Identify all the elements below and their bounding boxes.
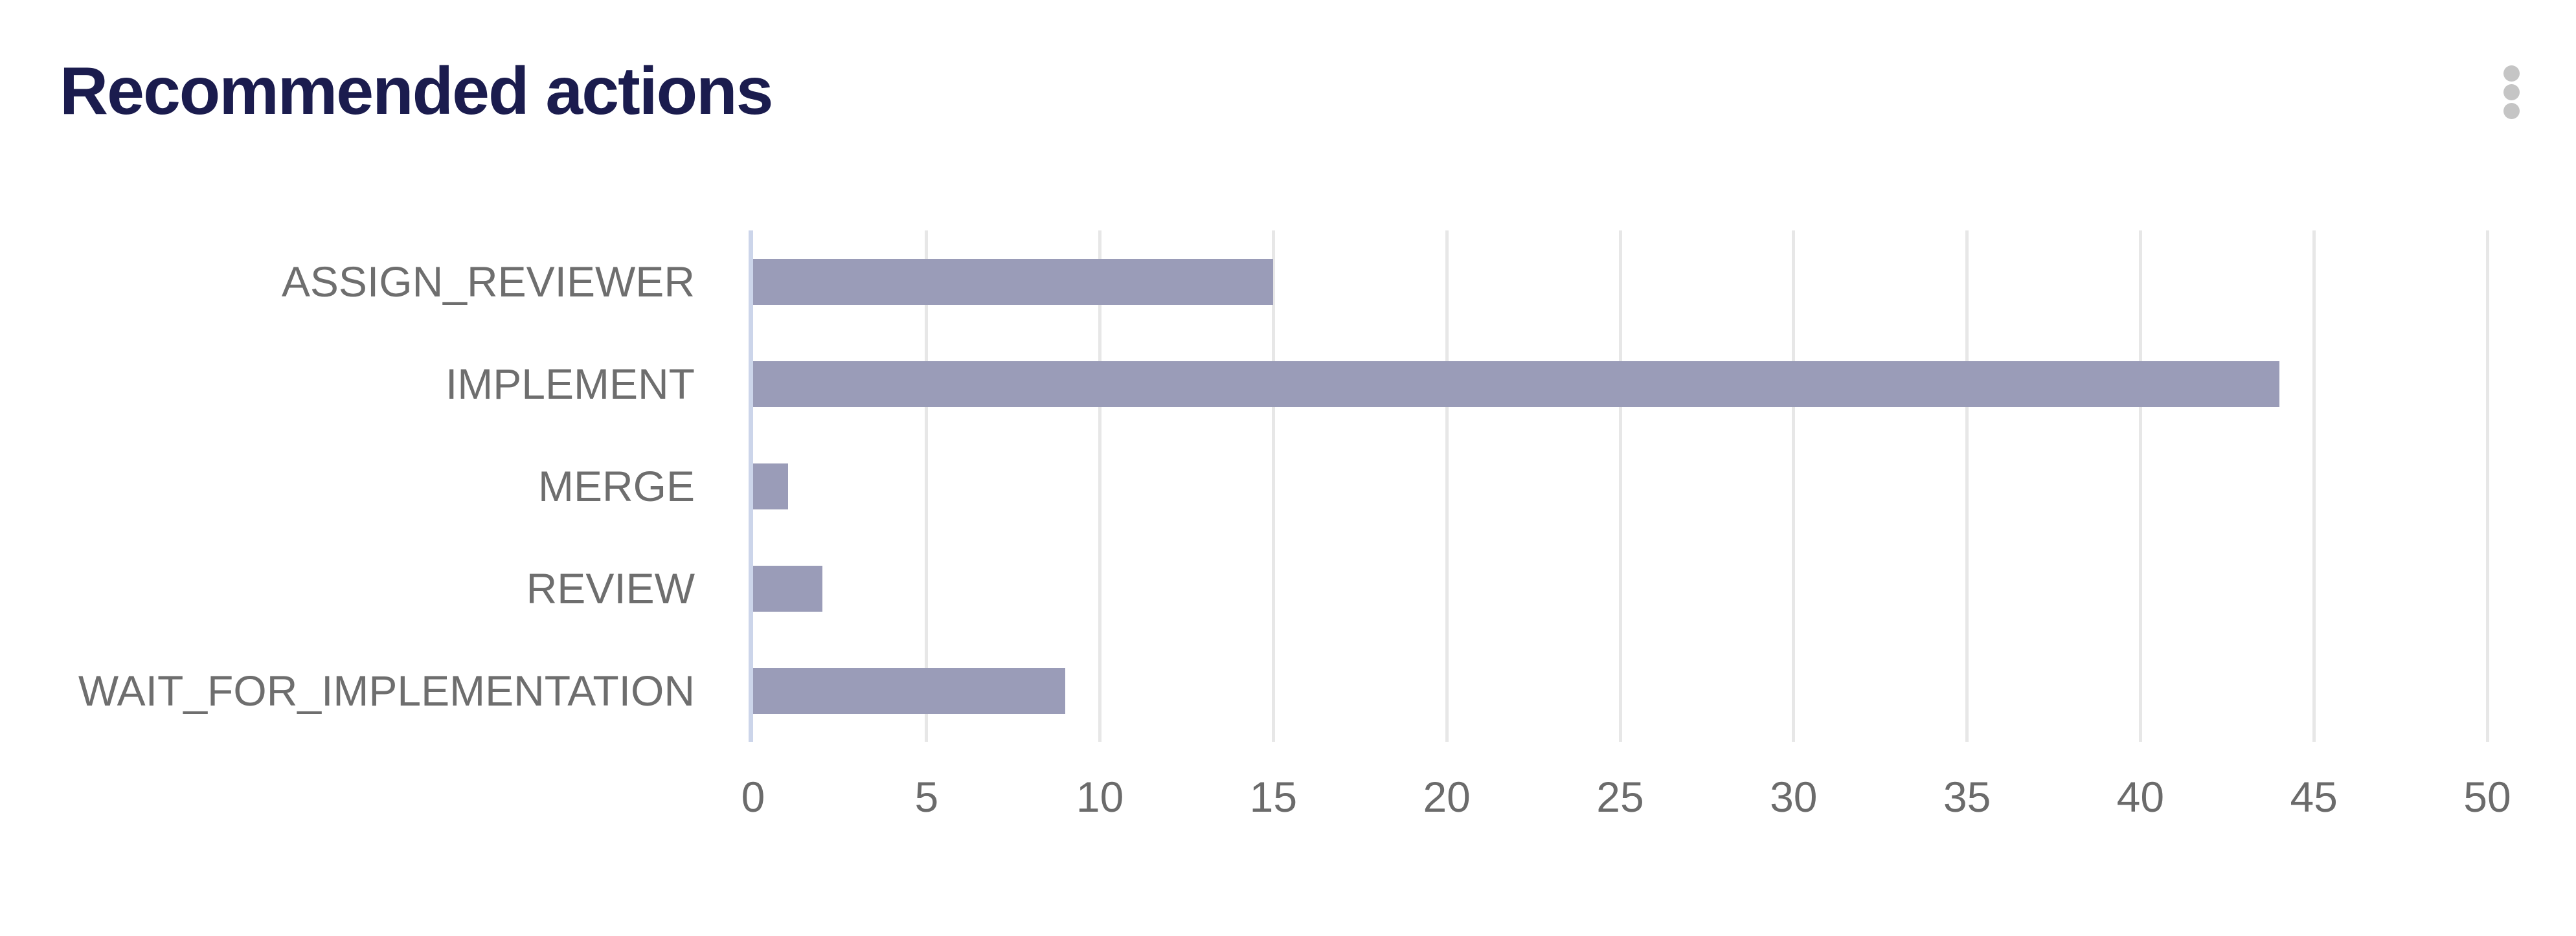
category-label-wait_for_implementation: WAIT_FOR_IMPLEMENTATION	[78, 667, 695, 715]
gridline-35	[1965, 230, 1969, 742]
x-tick-label-25: 25	[1596, 773, 1644, 821]
axis-baseline	[749, 230, 753, 742]
gridline-10	[1098, 230, 1102, 742]
gridline-40	[2138, 230, 2142, 742]
card-title: Recommended actions	[60, 54, 774, 129]
category-label-review: REVIEW	[526, 564, 695, 612]
x-tick-label-20: 20	[1423, 773, 1471, 821]
x-tick-label-35: 35	[1943, 773, 1991, 821]
kebab-menu-button[interactable]	[2491, 60, 2532, 124]
category-label-assign_reviewer: ASSIGN_REVIEWER	[281, 258, 695, 306]
gridline-50	[2485, 230, 2489, 742]
x-tick-label-45: 45	[2290, 773, 2338, 821]
x-tick-label-40: 40	[2116, 773, 2165, 821]
gridline-25	[1618, 230, 1622, 742]
bar-implement[interactable]	[753, 361, 2279, 407]
x-tick-label-30: 30	[1770, 773, 1818, 821]
x-tick-label-10: 10	[1076, 773, 1124, 821]
category-label-merge: MERGE	[537, 462, 695, 510]
bar-assign_reviewer[interactable]	[753, 258, 1274, 305]
x-tick-label-15: 15	[1249, 773, 1298, 821]
kebab-dot	[2503, 65, 2520, 82]
gridline-20	[1445, 230, 1449, 742]
kebab-dot	[2503, 84, 2520, 100]
gridline-5	[925, 230, 929, 742]
kebab-menu-icon	[2503, 65, 2520, 119]
kebab-dot	[2503, 102, 2520, 119]
gridline-45	[2312, 230, 2316, 742]
bar-wait_for_implementation[interactable]	[753, 667, 1066, 714]
category-label-implement: IMPLEMENT	[445, 360, 695, 408]
x-tick-label-0: 0	[741, 773, 765, 821]
bar-review[interactable]	[753, 565, 823, 612]
x-tick-label-50: 50	[2463, 773, 2511, 821]
gridline-15	[1271, 230, 1275, 742]
gridline-30	[1792, 230, 1796, 742]
bar-merge[interactable]	[753, 463, 788, 509]
x-tick-label-5: 5	[914, 773, 939, 821]
